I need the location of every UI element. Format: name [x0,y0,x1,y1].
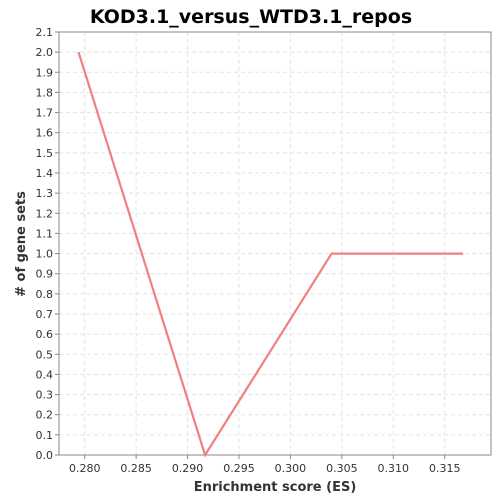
x-axis: 0.280 0.285 0.290 0.295 0.300 0.305 0.310 0.315 [69,455,461,475]
y-tick-label: 1.3 [36,187,54,200]
y-tick-label: 1.5 [36,147,54,160]
y-tick-label: 0.9 [36,268,54,281]
y-tick-label: 0.1 [36,429,54,442]
y-tick-label: 1.9 [36,66,54,79]
y-axis: 0.0 0.1 0.2 0.3 0.4 0.5 0.6 0.7 0.8 0.9 1.0 1.1 1.2 1… [36,26,59,462]
y-tick-label: 0.2 [36,409,54,422]
plot-area-frame [58,31,492,456]
y-tick-label: 1.2 [36,207,54,220]
y-tick-label: 0.8 [36,288,54,301]
x-tick-label: 0.295 [223,462,255,475]
x-tick-label: 0.315 [429,462,461,475]
y-tick-label: 0.5 [36,348,54,361]
y-tick-label: 0.3 [36,389,54,402]
x-tick-label: 0.305 [326,462,358,475]
x-tick-label: 0.300 [275,462,307,475]
y-axis-label: # of gene sets [14,191,29,297]
y-tick-label: 1.6 [36,127,54,140]
y-tick-label: 1.7 [36,107,54,120]
y-tick-label: 1.1 [36,227,54,240]
y-tick-label: 1.8 [36,86,54,99]
y-tick-label: 1.0 [36,248,54,261]
y-tick-label: 0.4 [36,368,54,381]
x-tick-label: 0.285 [120,462,152,475]
y-tick-label: 0.6 [36,328,54,341]
y-tick-label: 0.0 [36,449,54,462]
series-line [77,51,464,458]
x-axis-label: Enrichment score (ES) [194,480,357,495]
y-tick-label: 1.4 [36,167,54,180]
series-layer [77,51,464,458]
y-tick-label: 2.1 [36,26,54,39]
x-tick-label: 0.290 [172,462,204,475]
chart-title: KOD3.1_versus_WTD3.1_repos [90,6,412,28]
y-tick-label: 0.7 [36,308,54,321]
grid [59,32,491,455]
x-tick-label: 0.310 [378,462,410,475]
y-tick-label: 2.0 [36,46,54,59]
x-tick-label: 0.280 [69,462,101,475]
